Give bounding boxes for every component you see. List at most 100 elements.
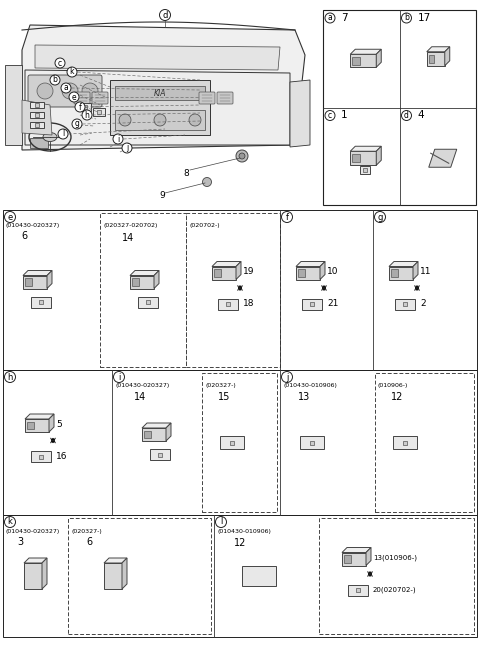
- Text: 13(010906-): 13(010906-): [373, 555, 417, 561]
- Bar: [30, 122, 44, 128]
- Polygon shape: [376, 49, 381, 67]
- Bar: [30, 112, 44, 118]
- Bar: [350, 151, 376, 165]
- Circle shape: [401, 13, 411, 23]
- Bar: [230, 441, 234, 444]
- Text: 20(020702-): 20(020702-): [373, 587, 417, 593]
- Circle shape: [122, 143, 132, 153]
- Circle shape: [4, 372, 15, 382]
- Polygon shape: [25, 414, 54, 419]
- Bar: [214, 269, 221, 277]
- Bar: [83, 105, 87, 109]
- Bar: [186, 213, 280, 367]
- Bar: [132, 278, 139, 286]
- Polygon shape: [5, 65, 22, 145]
- Bar: [158, 453, 162, 457]
- Bar: [100, 213, 186, 367]
- Bar: [30, 102, 44, 108]
- Bar: [356, 588, 360, 592]
- Bar: [79, 103, 91, 111]
- Bar: [97, 110, 101, 114]
- Bar: [35, 113, 39, 117]
- Polygon shape: [445, 46, 450, 66]
- FancyBboxPatch shape: [217, 92, 233, 104]
- Bar: [429, 55, 434, 63]
- Polygon shape: [22, 100, 52, 135]
- Text: b: b: [404, 14, 409, 23]
- Circle shape: [216, 517, 227, 528]
- Text: g: g: [377, 212, 383, 221]
- Bar: [352, 57, 360, 64]
- Bar: [24, 563, 42, 589]
- Text: c: c: [58, 59, 62, 68]
- Text: 5: 5: [56, 420, 62, 429]
- Bar: [389, 266, 413, 279]
- Polygon shape: [296, 261, 325, 266]
- Bar: [25, 278, 32, 286]
- Text: 16: 16: [56, 452, 68, 461]
- Circle shape: [4, 517, 15, 528]
- Text: (010430-010906): (010430-010906): [283, 384, 337, 388]
- Text: KIA: KIA: [154, 88, 166, 97]
- Bar: [35, 103, 39, 107]
- Text: a: a: [328, 14, 332, 23]
- Text: a: a: [64, 83, 68, 92]
- Circle shape: [58, 129, 68, 139]
- Polygon shape: [376, 146, 381, 165]
- Bar: [31, 297, 51, 308]
- Bar: [298, 269, 305, 277]
- Text: j: j: [286, 373, 288, 381]
- Bar: [115, 86, 205, 100]
- Bar: [218, 299, 238, 310]
- Text: (020702-): (020702-): [189, 224, 220, 228]
- Bar: [3, 515, 477, 637]
- Bar: [403, 441, 407, 444]
- Text: (020327-): (020327-): [71, 528, 102, 533]
- Text: e: e: [72, 92, 76, 101]
- Bar: [142, 428, 166, 441]
- Text: (010430-020327): (010430-020327): [115, 384, 169, 388]
- Text: 18: 18: [243, 299, 254, 308]
- Polygon shape: [35, 45, 280, 70]
- Text: 6: 6: [21, 231, 27, 241]
- Text: h: h: [7, 373, 12, 381]
- Text: 9: 9: [159, 192, 165, 201]
- Polygon shape: [342, 548, 371, 553]
- Bar: [115, 110, 205, 130]
- Bar: [310, 441, 314, 444]
- Bar: [3, 210, 477, 370]
- Circle shape: [82, 110, 92, 120]
- Polygon shape: [25, 70, 290, 145]
- Polygon shape: [290, 80, 310, 147]
- Polygon shape: [24, 558, 47, 563]
- Circle shape: [72, 119, 82, 129]
- Bar: [342, 553, 366, 566]
- Text: 15: 15: [218, 392, 230, 402]
- Bar: [220, 436, 244, 449]
- Bar: [27, 422, 34, 430]
- Circle shape: [75, 102, 85, 112]
- Text: d: d: [162, 10, 168, 19]
- Bar: [226, 302, 230, 306]
- Text: 14: 14: [122, 233, 134, 243]
- Circle shape: [67, 67, 77, 77]
- Bar: [212, 266, 236, 279]
- Polygon shape: [212, 261, 241, 266]
- Text: f: f: [286, 212, 288, 221]
- Polygon shape: [320, 261, 325, 279]
- Polygon shape: [236, 261, 241, 279]
- Bar: [375, 373, 474, 512]
- Text: 13: 13: [298, 392, 310, 402]
- Circle shape: [154, 114, 166, 126]
- Text: 17: 17: [418, 13, 431, 23]
- Text: (020327-): (020327-): [205, 384, 236, 388]
- Bar: [302, 299, 322, 310]
- Ellipse shape: [43, 132, 57, 141]
- Circle shape: [55, 58, 65, 68]
- Bar: [25, 419, 49, 432]
- Polygon shape: [413, 261, 418, 279]
- Circle shape: [203, 177, 212, 186]
- Bar: [363, 168, 367, 172]
- Text: l: l: [220, 517, 222, 526]
- Bar: [146, 300, 150, 304]
